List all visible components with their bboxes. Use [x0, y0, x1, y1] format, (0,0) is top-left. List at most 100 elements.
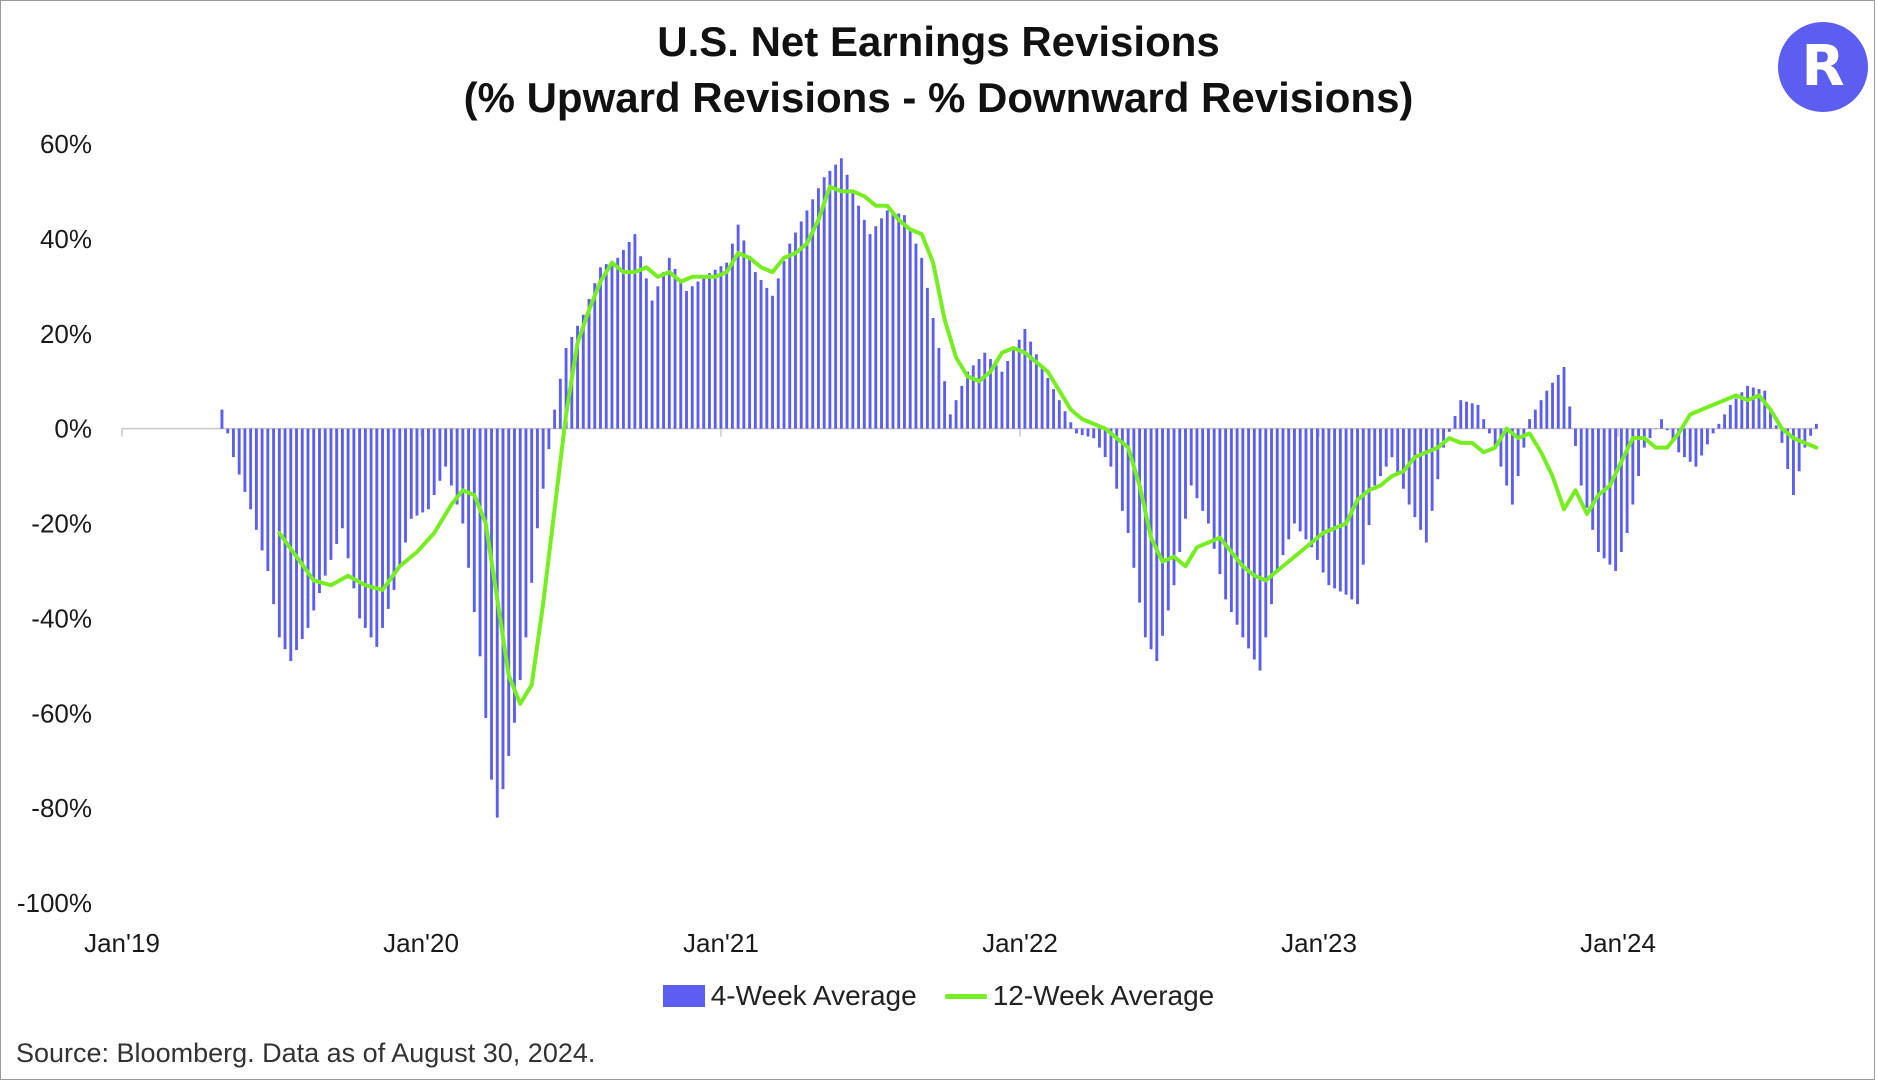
bar-4-week	[1367, 428, 1371, 526]
bar-4-week	[547, 428, 551, 450]
bar-4-week	[1608, 428, 1612, 565]
bar-4-week	[794, 232, 797, 429]
bar-4-week	[507, 428, 511, 756]
bar-4-week	[1293, 428, 1296, 524]
bar-4-week	[1493, 428, 1497, 448]
x-tick-label: Jan'21	[683, 928, 759, 958]
x-tick-label: Jan'23	[1281, 928, 1357, 958]
bar-4-week	[1063, 411, 1067, 429]
bar-4-week	[1436, 428, 1440, 480]
bar-4-week	[604, 264, 608, 429]
bar-4-week	[1126, 428, 1130, 533]
bar-4-week	[501, 428, 505, 790]
bar-4-week	[1229, 428, 1233, 613]
bar-4-week	[1092, 428, 1096, 439]
bar-4-week	[1201, 428, 1205, 511]
bar-4-week	[455, 428, 459, 505]
bar-4-week	[1551, 382, 1554, 429]
bar-4-week	[811, 199, 815, 429]
bar-4-week	[1442, 428, 1446, 448]
y-tick-label: 40%	[40, 224, 92, 254]
bar-4-week	[593, 283, 597, 429]
bar-4-week	[1430, 428, 1434, 511]
bar-4-week	[535, 428, 539, 529]
bar-4-week	[1476, 404, 1480, 429]
bar-4-week	[759, 279, 763, 429]
bar-4-week	[730, 243, 734, 429]
bar-4-week	[644, 278, 648, 429]
bar-4-week	[1499, 428, 1503, 467]
bar-4-week	[295, 428, 298, 651]
bar-4-week	[1184, 428, 1187, 519]
bar-4-week	[490, 428, 493, 780]
bar-4-week	[1258, 428, 1262, 671]
bar-4-week	[1109, 428, 1113, 467]
bar-4-week	[1040, 366, 1044, 429]
bar-4-week	[1539, 400, 1543, 429]
bar-4-week	[1516, 428, 1520, 477]
bar-4-week	[375, 428, 379, 647]
bar-4-week	[1556, 374, 1560, 429]
bar-4-week	[226, 428, 230, 434]
bar-4-week	[363, 428, 367, 628]
bar-4-week	[834, 164, 838, 429]
bar-4-week	[576, 325, 579, 429]
bar-4-week	[771, 295, 774, 429]
bar-4-week	[1803, 428, 1807, 448]
bar-4-week	[1528, 419, 1532, 429]
bar-4-week	[444, 428, 448, 467]
bar-4-week	[656, 286, 660, 429]
bar-4-week	[386, 428, 390, 609]
bar-4-week	[323, 428, 327, 576]
bar-4-week	[839, 158, 843, 429]
bar-4-week	[1488, 428, 1491, 434]
bar-4-week	[1791, 428, 1795, 496]
bar-4-week	[318, 428, 321, 594]
bar-4-week	[1057, 400, 1061, 429]
bar-4-week	[868, 234, 872, 429]
bar-4-week	[599, 267, 602, 429]
bar-4-week	[1728, 404, 1732, 429]
bar-4-week	[885, 210, 889, 429]
bar-4-week	[845, 174, 849, 429]
bar-4-week	[1103, 428, 1107, 458]
bar-4-week	[1132, 428, 1136, 568]
x-tick-label: Jan'22	[982, 928, 1058, 958]
bar-4-week	[1401, 428, 1405, 489]
legend-label-12-week: 12-Week Average	[992, 980, 1215, 1011]
bar-4-week	[1247, 428, 1251, 649]
bar-4-week	[1700, 428, 1704, 456]
bar-4-week	[1585, 428, 1589, 508]
title-line-2: (% Upward Revisions - % Downward Revisio…	[463, 74, 1414, 121]
bar-4-week	[874, 226, 878, 429]
bar-4-week	[369, 428, 373, 638]
bar-4-week	[633, 234, 637, 429]
bar-4-week	[335, 428, 339, 545]
bar-4-week	[1505, 428, 1509, 486]
bar-4-week	[914, 243, 918, 429]
bar-4-week	[1510, 428, 1514, 505]
bar-4-week	[1396, 428, 1400, 473]
bar-4-week	[748, 256, 752, 429]
bar-4-week	[782, 261, 786, 429]
y-tick-label: -100%	[17, 888, 92, 918]
bar-4-week	[1075, 428, 1078, 434]
bar-4-week	[1178, 428, 1182, 552]
legend-label-4-week: 4-Week Average	[710, 980, 917, 1011]
bar-4-week	[943, 381, 947, 429]
legend-item-4-week: 4-Week Average	[662, 980, 917, 1012]
bar-4-week	[558, 378, 562, 429]
bar-4-week	[908, 229, 912, 429]
bar-4-week	[1734, 398, 1738, 429]
bar-4-week	[1155, 428, 1159, 662]
bar-4-week	[708, 273, 711, 429]
bar-4-week	[765, 287, 769, 429]
chart-title: U.S. Net Earnings Revisions (% Upward Re…	[0, 14, 1877, 126]
bar-4-week	[627, 242, 631, 429]
bar-4-week	[461, 428, 465, 524]
bar-4-week	[398, 428, 402, 567]
bar-4-week	[312, 428, 316, 611]
bar-4-week	[1654, 428, 1658, 430]
bar-4-week	[352, 428, 356, 589]
